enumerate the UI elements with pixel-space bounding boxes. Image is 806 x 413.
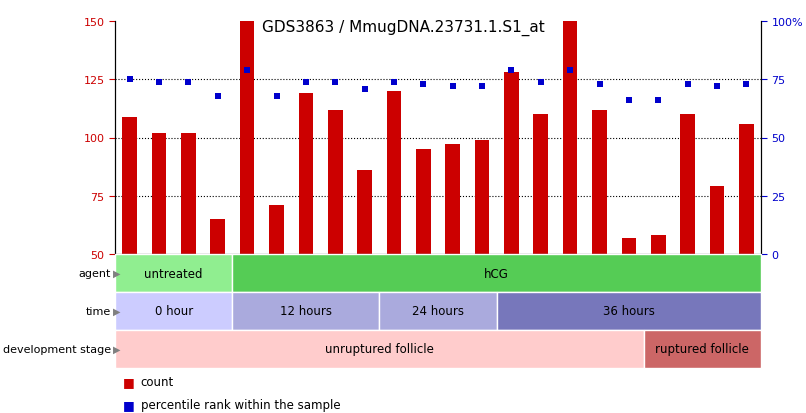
Bar	[152, 133, 166, 254]
Text: ▶: ▶	[114, 344, 121, 354]
Bar	[123, 117, 137, 254]
Bar	[680, 115, 695, 254]
Bar	[357, 171, 372, 254]
Text: count: count	[141, 375, 174, 389]
Bar	[504, 73, 519, 254]
Bar	[496, 292, 761, 330]
Bar	[115, 254, 232, 292]
Bar	[739, 124, 754, 254]
Point	[152, 79, 165, 85]
Text: ■: ■	[123, 375, 135, 389]
Bar	[210, 220, 225, 254]
Point	[329, 79, 342, 85]
Point	[681, 81, 694, 88]
Bar	[115, 330, 643, 368]
Bar	[416, 150, 430, 254]
Bar	[475, 140, 489, 254]
Point	[270, 93, 283, 100]
Text: 24 hours: 24 hours	[412, 305, 464, 318]
Bar	[563, 22, 577, 254]
Bar	[298, 94, 314, 254]
Text: unruptured follicle: unruptured follicle	[325, 343, 434, 356]
Bar	[387, 92, 401, 254]
Point	[123, 77, 136, 83]
Point	[593, 81, 606, 88]
Bar	[328, 110, 343, 254]
Bar	[115, 292, 232, 330]
Text: development stage: development stage	[3, 344, 111, 354]
Text: ruptured follicle: ruptured follicle	[655, 343, 750, 356]
Bar	[232, 254, 761, 292]
Point	[182, 79, 195, 85]
Bar	[380, 292, 496, 330]
Text: GDS3863 / MmugDNA.23731.1.S1_at: GDS3863 / MmugDNA.23731.1.S1_at	[262, 20, 544, 36]
Text: untreated: untreated	[144, 267, 203, 280]
Point	[388, 79, 401, 85]
Text: 0 hour: 0 hour	[155, 305, 193, 318]
Point	[211, 93, 224, 100]
Text: time: time	[85, 306, 111, 316]
Bar	[621, 238, 636, 254]
Point	[417, 81, 430, 88]
Bar	[643, 330, 761, 368]
Bar	[269, 206, 284, 254]
Point	[711, 84, 724, 90]
Point	[534, 79, 547, 85]
Text: percentile rank within the sample: percentile rank within the sample	[141, 398, 340, 411]
Bar	[592, 110, 607, 254]
Point	[505, 67, 518, 74]
Bar	[534, 115, 548, 254]
Bar	[651, 236, 666, 254]
Bar	[446, 145, 460, 254]
Text: hCG: hCG	[484, 267, 509, 280]
Point	[652, 97, 665, 104]
Text: 12 hours: 12 hours	[280, 305, 332, 318]
Bar	[181, 133, 196, 254]
Text: ▶: ▶	[114, 268, 121, 278]
Point	[563, 67, 576, 74]
Point	[447, 84, 459, 90]
Point	[476, 84, 488, 90]
Point	[241, 67, 254, 74]
Text: ▶: ▶	[114, 306, 121, 316]
Point	[299, 79, 312, 85]
Point	[740, 81, 753, 88]
Text: agent: agent	[79, 268, 111, 278]
Bar	[232, 292, 380, 330]
Bar	[709, 187, 725, 254]
Point	[622, 97, 635, 104]
Bar	[240, 22, 255, 254]
Text: 36 hours: 36 hours	[603, 305, 654, 318]
Text: ■: ■	[123, 398, 135, 411]
Point	[358, 86, 371, 93]
